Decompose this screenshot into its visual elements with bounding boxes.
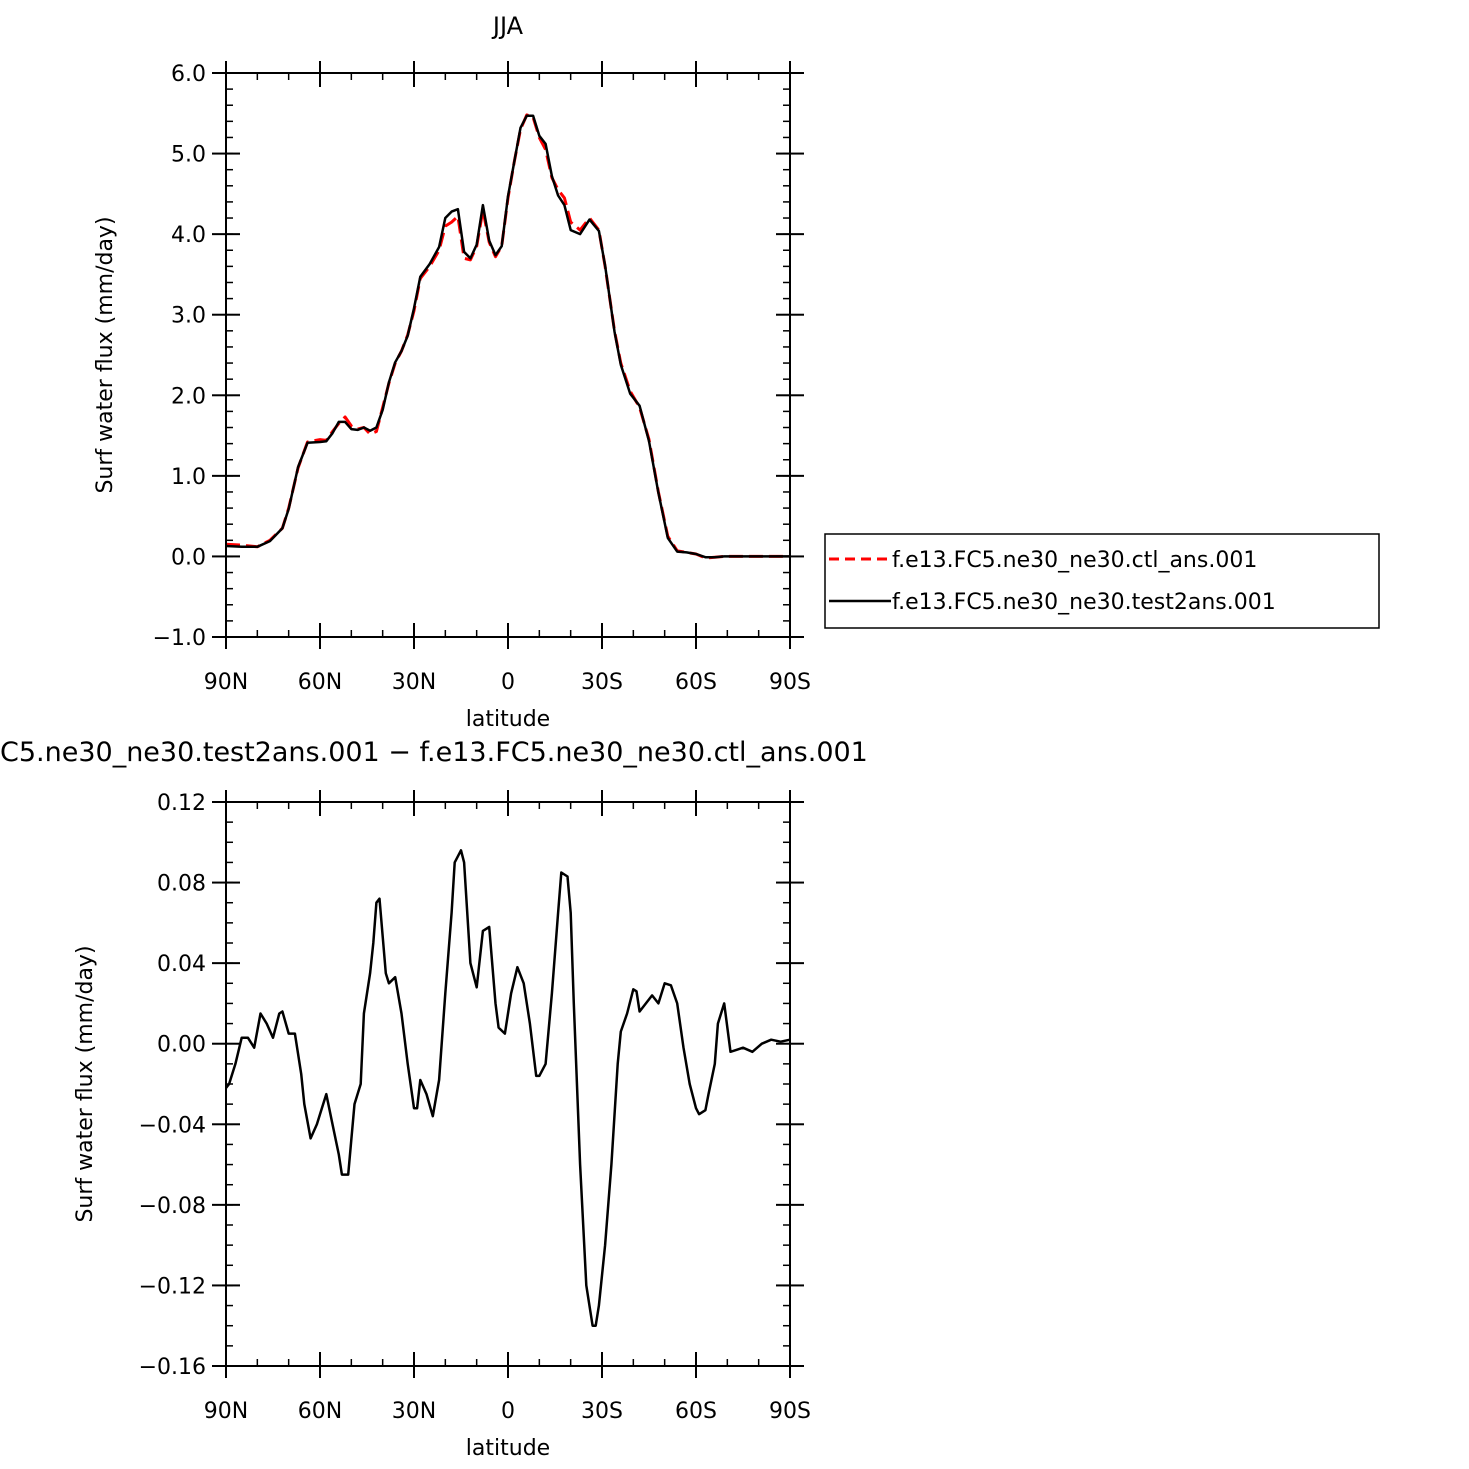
top-x-axis-label: latitude xyxy=(466,707,550,732)
bottom-chart-title: C5.ne30_ne30.test2ans.001 − f.e13.FC5.ne… xyxy=(0,737,868,768)
bottom-series-group xyxy=(225,849,791,1327)
top-y-tick-label: 2.0 xyxy=(171,384,206,409)
bottom-x-tick-labels: 90N 60N 30N 0 30S 60S 90S xyxy=(204,1399,811,1424)
bottom-y-axis-label: Surf water flux (mm/day) xyxy=(73,945,98,1222)
top-x-tick-label: 90S xyxy=(769,670,811,695)
bottom-y-tick-label: 0.12 xyxy=(157,791,206,816)
top-y-tick-label: 4.0 xyxy=(171,223,206,248)
top-y-tick-labels: −1.0 0.0 1.0 2.0 3.0 4.0 5.0 6.0 xyxy=(153,62,206,651)
bottom-y-tick-label: 0.04 xyxy=(157,952,206,977)
legend-box xyxy=(824,533,1380,629)
bottom-axis-ticks xyxy=(212,790,804,1378)
bottom-x-tick-label: 90S xyxy=(769,1399,811,1424)
top-x-tick-label: 30S xyxy=(581,670,623,695)
top-chart-panel: JJA −1.0 0.0 1.0 2.0 3.0 4.0 5.0 6.0 90N 60N 30N 0… xyxy=(93,12,811,732)
legend-label-test2: f.e13.FC5.ne30_ne30.test2ans.001 xyxy=(892,590,1276,615)
top-series-group xyxy=(225,113,790,560)
bottom-x-tick-label: 90N xyxy=(204,1399,248,1424)
bottom-y-tick-label: −0.04 xyxy=(139,1113,206,1138)
top-x-tick-label: 90N xyxy=(204,670,248,695)
top-y-tick-label: 5.0 xyxy=(171,143,206,168)
bottom-x-tick-label: 60S xyxy=(675,1399,717,1424)
top-y-tick-label: 1.0 xyxy=(171,465,206,490)
bottom-x-tick-label: 60N xyxy=(298,1399,342,1424)
legend-label-ctl: f.e13.FC5.ne30_ne30.ctl_ans.001 xyxy=(892,548,1257,573)
top-chart-title: JJA xyxy=(491,12,524,40)
bottom-y-tick-labels: −0.16 −0.12 −0.08 −0.04 0.00 0.04 0.08 0.12 xyxy=(139,791,206,1380)
bottom-x-tick-label: 30N xyxy=(392,1399,436,1424)
bottom-y-tick-label: −0.16 xyxy=(139,1355,206,1380)
top-y-tick-label: 6.0 xyxy=(171,62,206,87)
bottom-x-axis-label: latitude xyxy=(466,1436,550,1461)
bottom-y-tick-label: 0.08 xyxy=(157,872,206,897)
legend: f.e13.FC5.ne30_ne30.ctl_ans.001 f.e13.FC… xyxy=(824,533,1380,629)
top-y-tick-label: −1.0 xyxy=(153,626,206,651)
bottom-chart-panel: C5.ne30_ne30.test2ans.001 − f.e13.FC5.ne… xyxy=(0,737,868,1461)
top-x-tick-label: 30N xyxy=(392,670,436,695)
bottom-x-tick-label: 0 xyxy=(501,1399,515,1424)
bottom-series-line-0 xyxy=(225,849,791,1327)
top-x-tick-labels: 90N 60N 30N 0 30S 60S 90S xyxy=(204,670,811,695)
top-x-tick-label: 60N xyxy=(298,670,342,695)
bottom-y-tick-label: −0.12 xyxy=(139,1274,206,1299)
top-y-tick-label: 3.0 xyxy=(171,304,206,329)
bottom-y-tick-label: 0.00 xyxy=(157,1033,206,1058)
top-x-tick-label: 60S xyxy=(675,670,717,695)
top-y-axis-label: Surf water flux (mm/day) xyxy=(93,216,118,493)
top-axis-ticks xyxy=(212,61,804,649)
top-x-tick-label: 0 xyxy=(501,670,515,695)
top-y-tick-label: 0.0 xyxy=(171,545,206,570)
top-series-line-0 xyxy=(225,113,790,560)
bottom-y-tick-label: −0.08 xyxy=(139,1194,206,1219)
bottom-x-tick-label: 30S xyxy=(581,1399,623,1424)
top-series-line-1 xyxy=(225,114,790,559)
